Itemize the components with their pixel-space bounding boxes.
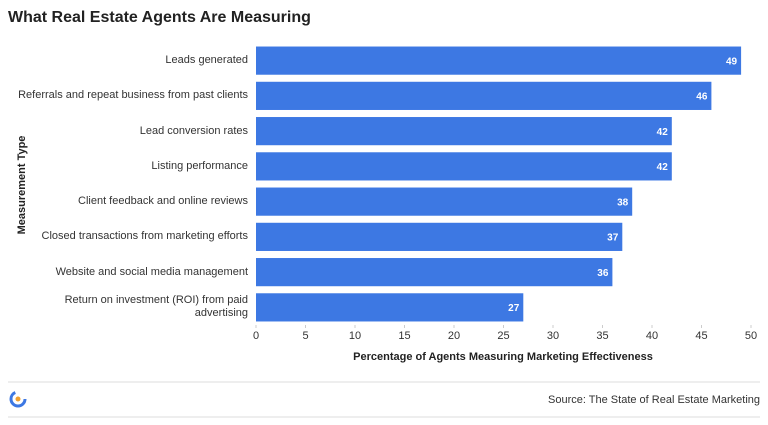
x-tick-label: 45	[695, 330, 707, 342]
y-tick-label: Client feedback and online reviews	[78, 195, 248, 208]
y-tick-label: Closed transactions from marketing effor…	[41, 230, 248, 243]
bar	[256, 222, 623, 251]
bar	[256, 46, 742, 75]
y-tick-label: Referrals and repeat business from past …	[18, 89, 248, 102]
x-tick-label: 20	[448, 330, 460, 342]
x-axis-title: Percentage of Agents Measuring Marketing…	[353, 351, 653, 363]
bar	[256, 81, 712, 110]
x-tick-label: 30	[547, 330, 559, 342]
value-label: 42	[657, 162, 669, 173]
bar	[256, 187, 633, 216]
value-label: 27	[508, 303, 520, 314]
value-label: 46	[696, 92, 708, 103]
y-tick-label: Website and social media management	[55, 265, 248, 278]
x-tick-label: 50	[745, 330, 757, 342]
x-tick-label: 40	[646, 330, 658, 342]
value-label: 36	[597, 268, 609, 279]
x-tick-label: 25	[497, 330, 509, 342]
source: Source: The State of Real Estate Marketi…	[548, 394, 760, 406]
x-tick-label: 35	[596, 330, 608, 342]
y-axis-title: Measurement Type	[16, 136, 28, 235]
chart-title: What Real Estate Agents Are Measuring	[8, 9, 311, 26]
bar	[256, 117, 672, 146]
value-label: 42	[657, 127, 669, 138]
y-tick-label: Listing performance	[151, 159, 248, 172]
x-tick-label: 5	[302, 330, 308, 342]
value-label: 49	[726, 56, 738, 67]
y-tick-label: Lead conversion rates	[139, 124, 248, 137]
y-tick-label: Leads generated	[165, 54, 248, 67]
bar	[256, 152, 672, 181]
value-label: 37	[607, 233, 619, 244]
value-label: 38	[617, 197, 629, 208]
x-tick-label: 10	[349, 330, 361, 342]
bar	[256, 293, 524, 322]
x-tick-label: 0	[253, 330, 259, 342]
x-tick-label: 15	[398, 330, 410, 342]
logo	[9, 390, 27, 408]
bar	[256, 258, 613, 287]
y-tick-label: Return on investment (ROI) from paid adv…	[64, 294, 248, 320]
